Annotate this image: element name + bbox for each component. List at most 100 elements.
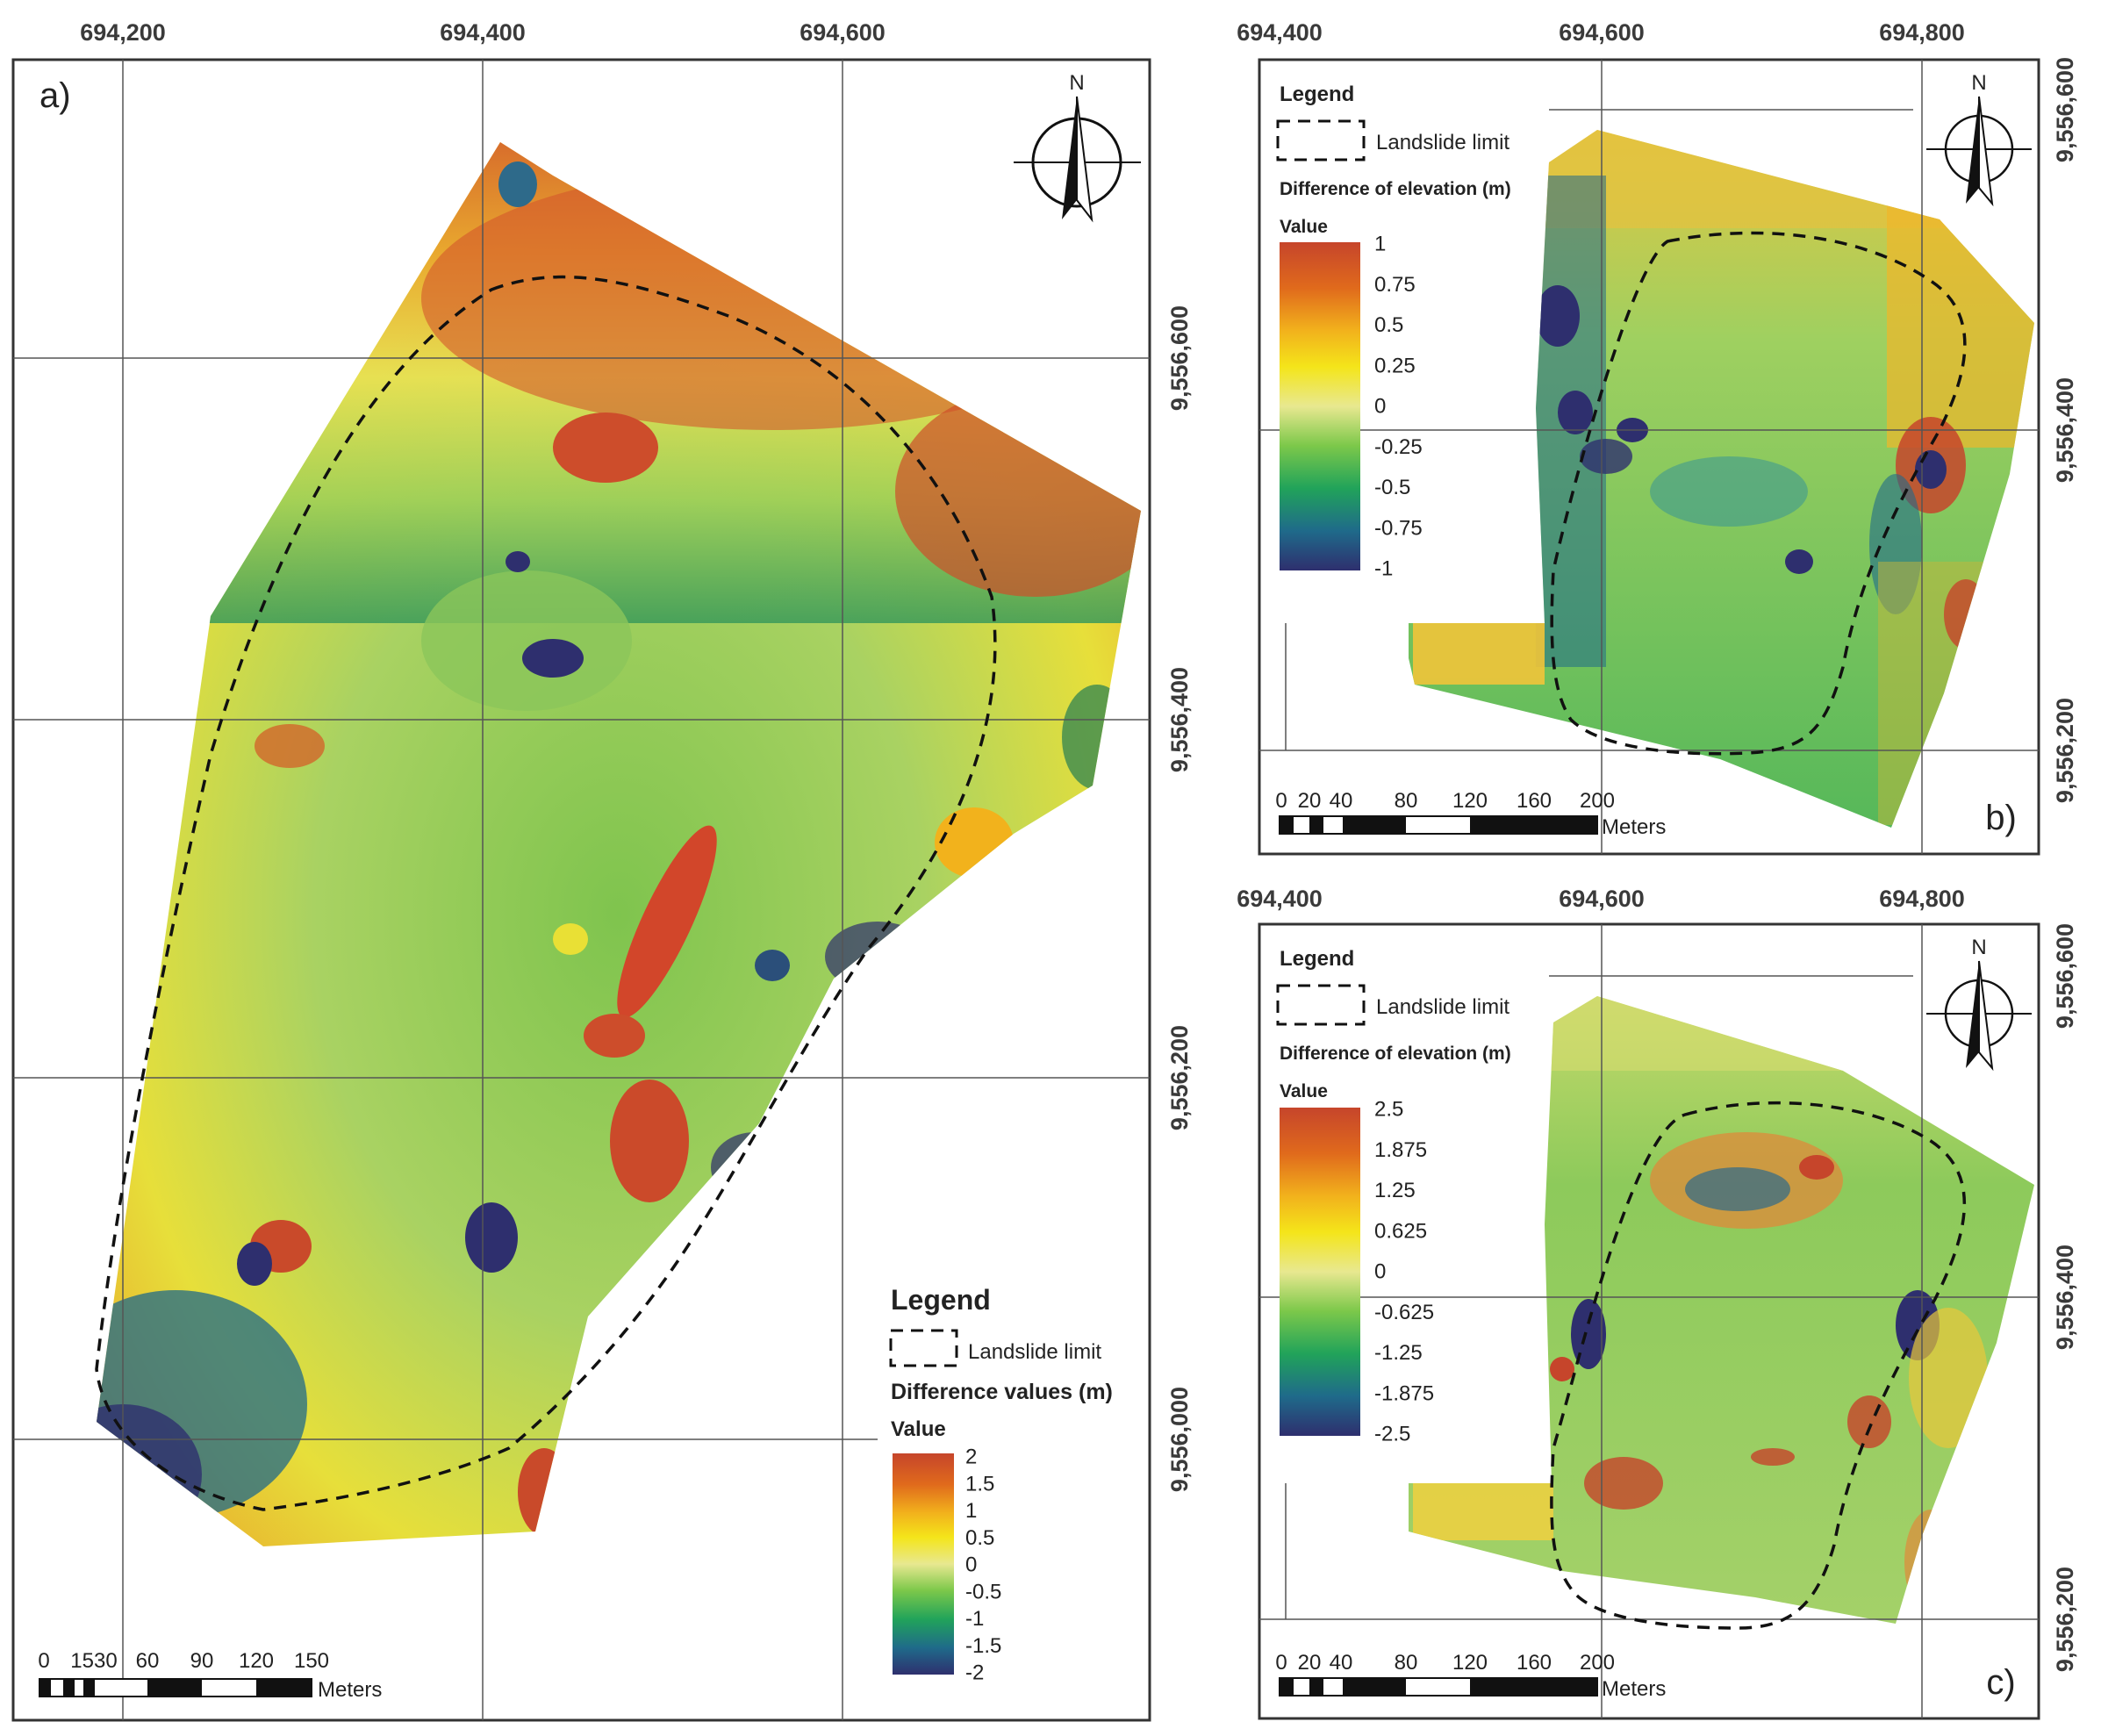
legend-tick-label: -1.875	[1374, 1381, 1434, 1405]
scale-label: 80	[1395, 789, 1418, 813]
panel-b-scale-unit: Meters	[1602, 815, 1666, 839]
panel-b-legend-diff-title: Difference of elevation (m)	[1280, 179, 1511, 199]
legend-tick-label: -2.5	[1374, 1423, 1410, 1446]
panel-b-landslide-limit	[1550, 231, 1967, 756]
panel-c-legend-value-label: Value	[1280, 1081, 1328, 1101]
scale-label: 160	[1517, 1651, 1552, 1675]
panel-b-legend-title: Legend	[1280, 82, 1354, 106]
panel-b-scale: 0 20 40 80 120 160 200 Meters	[1275, 789, 1666, 839]
legend-tick-label: 1.5	[965, 1472, 994, 1496]
legend-tick-label: -1.5	[965, 1634, 1001, 1658]
panel-a-north-arrow: N	[1014, 71, 1141, 223]
scale-label: 160	[1517, 789, 1552, 813]
legend-tick-label: -1	[1374, 557, 1393, 581]
panel-c-side-coord-1: 9,556,600	[2052, 923, 2078, 1029]
panel-a-north-label: N	[1069, 71, 1084, 95]
legend-tick-label: -0.25	[1374, 435, 1423, 459]
panel-b-legend-ramp	[1280, 242, 1360, 570]
scale-label: 120	[239, 1649, 274, 1673]
scale-label: 1530	[70, 1649, 117, 1673]
legend-tick-label: 0.5	[965, 1526, 994, 1550]
panel-b-legend: Legend Landslide limit Difference of ele…	[1276, 82, 1511, 581]
panel-b-grid	[1259, 60, 2039, 854]
panel-c-legend: Legend Landslide limit Difference of ele…	[1276, 947, 1511, 1446]
panel-a-label: a)	[39, 76, 71, 115]
panel-b-legend-limit-label: Landslide limit	[1376, 131, 1509, 154]
legend-tick-label: 2.5	[1374, 1098, 1403, 1122]
scale-label: 40	[1330, 789, 1353, 813]
panel-c-label: c)	[1986, 1663, 2015, 1702]
panel-b-side-coord-1: 9,556,600	[2052, 57, 2078, 162]
scale-label: 80	[1395, 1651, 1418, 1675]
legend-tick-label: 0	[1374, 395, 1386, 419]
panel-a-legend-limit-swatch	[889, 1329, 958, 1367]
legend-tick-label: -0.5	[1374, 476, 1410, 499]
legend-tick-label: 0.625	[1374, 1219, 1427, 1243]
panel-a: N a) Legend Landslide limit Difference v…	[11, 19, 1193, 1722]
panel-b: N b) Legend Landslide limit Difference o…	[1237, 19, 2078, 856]
scale-label: 0	[1275, 789, 1287, 813]
panel-a-top-coord-2: 694,400	[440, 19, 526, 46]
legend-tick-label: 0.75	[1374, 273, 1416, 297]
legend-tick-label: 0	[965, 1553, 977, 1577]
panel-a-legend-value-label: Value	[891, 1417, 946, 1441]
panel-c-side-coord-3: 9,556,200	[2052, 1567, 2078, 1672]
panel-a-grid	[13, 60, 1150, 1720]
panel-c-north-label: N	[1971, 936, 1986, 959]
panel-a-landslide-limit	[95, 275, 997, 1511]
panel-b-side-coord-3: 9,556,200	[2052, 698, 2078, 803]
scale-label: 150	[294, 1649, 329, 1673]
panel-b-north-arrow: N	[1926, 71, 2032, 207]
legend-tick-label: 0.5	[1374, 313, 1403, 337]
panel-a-legend-ticks: 2 1.5 1 0.5 0 -0.5 -1 -1.5 -2	[965, 1445, 1001, 1685]
scale-label: 60	[136, 1649, 160, 1673]
legend-tick-label: -0.625	[1374, 1301, 1434, 1324]
panel-b-top-coord-3: 694,800	[1879, 19, 1965, 46]
scale-label: 40	[1330, 1651, 1353, 1675]
panel-a-legend-title: Legend	[891, 1284, 991, 1316]
scale-label: 20	[1298, 1651, 1322, 1675]
legend-tick-label: 1	[1374, 233, 1386, 256]
panel-a-top-coord-3: 694,600	[800, 19, 886, 46]
panel-c-landslide-limit	[1550, 1101, 1967, 1630]
panel-c-legend-limit-swatch	[1276, 984, 1366, 1026]
scale-label: 200	[1580, 1651, 1615, 1675]
scale-label: 90	[190, 1649, 214, 1673]
panel-a-side-coord-1: 9,556,600	[1166, 305, 1193, 411]
panel-a-side-coord-2: 9,556,400	[1166, 667, 1193, 772]
scale-label: 0	[38, 1649, 49, 1673]
legend-tick-label: 1.25	[1374, 1179, 1416, 1202]
legend-tick-label: 0.25	[1374, 354, 1416, 377]
panel-a-top-coord-1: 694,200	[80, 19, 166, 46]
panel-b-north-label: N	[1971, 71, 1986, 95]
panel-c-scale: 0 20 40 80 120 160 200 Meters	[1275, 1651, 1666, 1701]
panel-a-legend-diff-title: Difference values (m)	[891, 1380, 1113, 1404]
panel-c-legend-limit-label: Landslide limit	[1376, 995, 1509, 1019]
scale-label: 120	[1452, 789, 1488, 813]
legend-tick-label: -1.25	[1374, 1341, 1423, 1365]
panel-b-top-coord-2: 694,600	[1559, 19, 1645, 46]
panel-c-legend-ticks: 2.5 1.875 1.25 0.625 0 -0.625 -1.25 -1.875 -2.5	[1374, 1098, 1434, 1446]
panel-b-side-coord-2: 9,556,400	[2052, 377, 2078, 483]
panel-a-side-coord-3: 9,556,200	[1166, 1025, 1193, 1130]
panel-b-legend-value-label: Value	[1280, 217, 1328, 237]
legend-tick-label: -0.75	[1374, 516, 1423, 540]
scale-label: 200	[1580, 789, 1615, 813]
legend-tick-label: 0	[1374, 1260, 1386, 1284]
panel-c: N c) Legend Landslide limit Difference o…	[1237, 886, 2078, 1720]
panel-c-legend-title: Legend	[1280, 947, 1354, 971]
panel-b-top-coord-1: 694,400	[1237, 19, 1323, 46]
scale-label: 20	[1298, 789, 1322, 813]
panel-a-legend-limit-label: Landslide limit	[968, 1340, 1101, 1364]
panel-a-legend-ramp	[893, 1453, 954, 1675]
legend-tick-label: -0.5	[965, 1580, 1001, 1603]
scale-label: 0	[1275, 1651, 1287, 1675]
panel-c-north-arrow: N	[1926, 936, 2032, 1072]
legend-tick-label: 2	[965, 1445, 977, 1469]
legend-tick-label: 1	[965, 1499, 977, 1523]
scale-label: 120	[1452, 1651, 1488, 1675]
panel-b-legend-limit-swatch	[1276, 119, 1366, 161]
panel-c-top-coord-1: 694,400	[1237, 886, 1323, 912]
panel-c-top-coord-2: 694,600	[1559, 886, 1645, 912]
